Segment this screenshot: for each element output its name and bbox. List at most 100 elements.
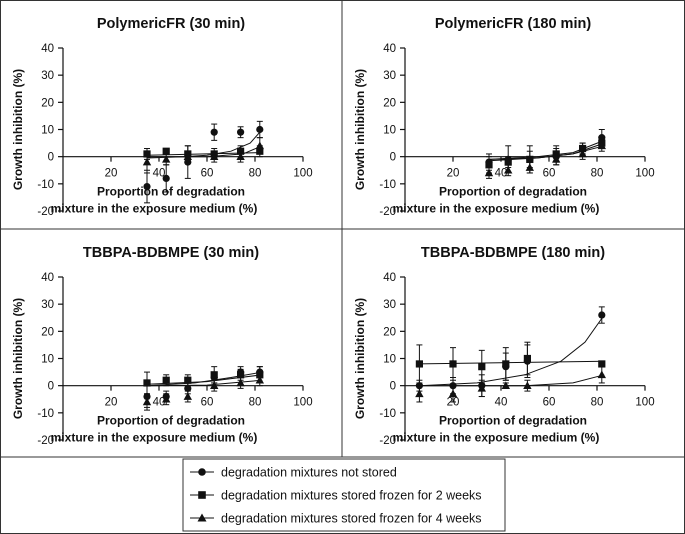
data-point-triangle <box>255 141 264 150</box>
series-square <box>143 145 264 163</box>
legend-label: degradation mixtures stored frozen for 4… <box>221 512 482 526</box>
data-point-triangle <box>415 389 424 398</box>
data-point-square <box>478 363 486 371</box>
series-triangle <box>415 366 606 403</box>
chart-panel-2: PolymericFR (180 min) -20 -10 0 10 20 30 40 Grow… <box>353 16 655 218</box>
y-tick-label: -20 <box>379 435 396 447</box>
series-circle <box>415 306 606 398</box>
x-tick-label: 100 <box>635 168 654 180</box>
data-point-triangle <box>236 152 245 160</box>
data-point-triangle <box>255 375 264 384</box>
y-tick-label: 40 <box>383 43 396 55</box>
data-point-square <box>502 360 510 368</box>
y-tick-label: 40 <box>41 272 54 284</box>
y-tick-label: 30 <box>383 299 396 311</box>
y-tick-label: -20 <box>379 206 396 218</box>
y-tick-label: 10 <box>383 125 396 137</box>
y-tick-label: -10 <box>379 179 396 191</box>
square-marker-icon <box>198 491 206 499</box>
data-point-triangle <box>597 141 606 150</box>
data-point-triangle <box>142 397 152 406</box>
fit-curve <box>146 379 263 387</box>
data-point-triangle <box>523 381 532 389</box>
data-point-triangle <box>504 165 513 174</box>
y-tick-label: -10 <box>37 408 54 420</box>
data-point-triangle <box>236 378 245 387</box>
fit-curve <box>488 145 605 160</box>
x-tick-label: 60 <box>201 168 214 180</box>
data-point-triangle <box>525 163 534 171</box>
y-tick-label: -10 <box>379 408 396 420</box>
x-tick-label: 20 <box>447 168 460 180</box>
y-tick-label: 20 <box>383 97 396 109</box>
y-tick-label: 20 <box>383 326 396 338</box>
x-tick-label: 80 <box>591 168 604 180</box>
y-tick-label: 40 <box>383 272 396 284</box>
data-point-triangle <box>597 370 606 379</box>
data-point-square <box>485 161 493 169</box>
chart-title: TBBPA-BDBMPE (180 min) <box>421 245 605 261</box>
fit-curve <box>419 314 605 387</box>
y-tick-label: -20 <box>37 435 54 447</box>
x-tick-label: 100 <box>293 397 312 409</box>
data-point-square <box>184 376 192 384</box>
series-triangle <box>142 137 264 174</box>
x-tick-label: 100 <box>293 168 312 180</box>
data-point-square <box>504 158 512 166</box>
x-axis-label-line1: Proportion of degradation <box>439 185 587 199</box>
y-axis-label: Growth inhibition (%) <box>11 69 25 190</box>
data-point-square <box>162 147 170 155</box>
y-axis-label: Growth inhibition (%) <box>353 298 367 419</box>
data-point-triangle <box>162 155 171 163</box>
x-tick-label: 80 <box>249 397 262 409</box>
x-tick-label: 80 <box>591 397 604 409</box>
data-point-triangle <box>162 394 171 403</box>
y-tick-label: -10 <box>37 179 54 191</box>
y-tick-label: 0 <box>390 152 396 164</box>
data-point-square <box>449 360 457 368</box>
data-point-circle <box>237 128 245 136</box>
chart-title: TBBPA-BDBMPE (30 min) <box>83 245 259 261</box>
x-tick-label: 100 <box>635 397 654 409</box>
series-triangle <box>484 139 606 179</box>
y-tick-label: -20 <box>37 206 54 218</box>
x-tick-label: 60 <box>201 397 214 409</box>
legend-label: degradation mixtures not stored <box>221 466 397 480</box>
y-tick-label: 10 <box>41 125 54 137</box>
series-square <box>415 341 606 384</box>
legend-label: degradation mixtures stored frozen for 2… <box>221 489 482 503</box>
data-point-triangle <box>578 149 587 158</box>
data-point-square <box>162 376 170 384</box>
x-tick-label: 40 <box>495 397 508 409</box>
fit-curve <box>419 374 605 387</box>
y-axis-label: Growth inhibition (%) <box>353 69 367 190</box>
chart-panel-3: TBBPA-BDBMPE (30 min) -20 -10 0 10 20 30 40 Grow… <box>11 245 313 447</box>
x-axis-label-line2: mixture in the exposure medium (%) <box>51 202 258 216</box>
data-point-triangle <box>552 155 561 163</box>
series-square <box>143 366 264 395</box>
y-tick-label: 10 <box>383 354 396 366</box>
data-point-triangle <box>477 384 486 392</box>
data-point-circle <box>162 174 170 182</box>
x-tick-label: 40 <box>495 168 508 180</box>
y-tick-label: 30 <box>383 70 396 82</box>
data-point-triangle <box>501 381 510 389</box>
circle-marker-icon <box>198 468 206 476</box>
data-point-triangle <box>448 389 458 398</box>
y-tick-label: 10 <box>41 354 54 366</box>
data-point-circle <box>256 125 264 134</box>
data-point-circle <box>210 128 218 136</box>
chart-title: PolymericFR (180 min) <box>435 16 591 32</box>
y-tick-label: 30 <box>41 299 54 311</box>
x-tick-label: 80 <box>249 168 262 180</box>
x-axis-label-line1: Proportion of degradation <box>439 414 587 428</box>
data-point-square <box>210 371 218 379</box>
data-point-circle <box>598 311 606 319</box>
data-point-circle <box>143 182 151 191</box>
y-axis-label: Growth inhibition (%) <box>11 298 25 419</box>
data-point-triangle <box>210 381 219 389</box>
series-triangle <box>142 374 264 411</box>
data-point-square <box>237 371 245 379</box>
data-point-triangle <box>183 392 192 400</box>
